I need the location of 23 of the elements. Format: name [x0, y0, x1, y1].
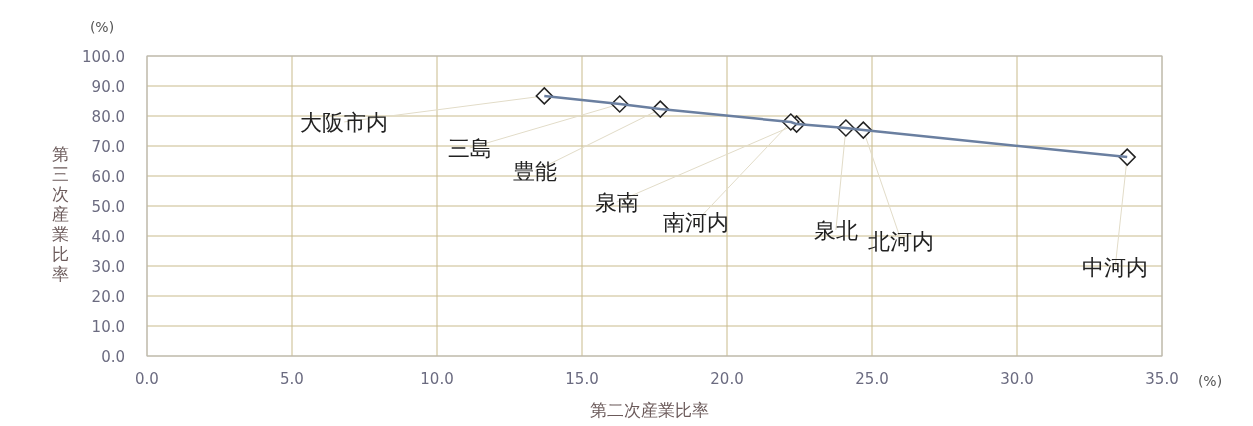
x-tick-label: 5.0: [280, 370, 304, 388]
y-tick-label: 50.0: [91, 198, 125, 216]
y-tick-label: 70.0: [91, 138, 125, 156]
x-tick-label: 35.0: [1145, 370, 1179, 388]
x-axis-title: 第二次産業比率: [590, 400, 709, 420]
y-tick-label: 30.0: [91, 258, 125, 276]
x-tick-label: 0.0: [135, 370, 159, 388]
y-tick-label: 90.0: [91, 78, 125, 96]
y-tick-label: 80.0: [91, 108, 125, 126]
y-tick-label: 0.0: [101, 348, 125, 366]
x-tick-label: 10.0: [420, 370, 454, 388]
y-tick-label: 100.0: [82, 48, 125, 66]
text: (%): [89, 19, 115, 35]
y-tick-label: 20.0: [91, 288, 125, 306]
y-axis-title: 第三次産業比率: [51, 144, 69, 284]
x-tick-label: 20.0: [710, 370, 744, 388]
y-tick-label: 10.0: [91, 318, 125, 336]
x-tick-label: 25.0: [855, 370, 889, 388]
y-tick-label: 60.0: [91, 168, 125, 186]
y-tick-label: 40.0: [91, 228, 125, 246]
x-tick-label: 15.0: [565, 370, 599, 388]
text: (%): [1197, 373, 1223, 389]
x-tick-label: 30.0: [1000, 370, 1034, 388]
